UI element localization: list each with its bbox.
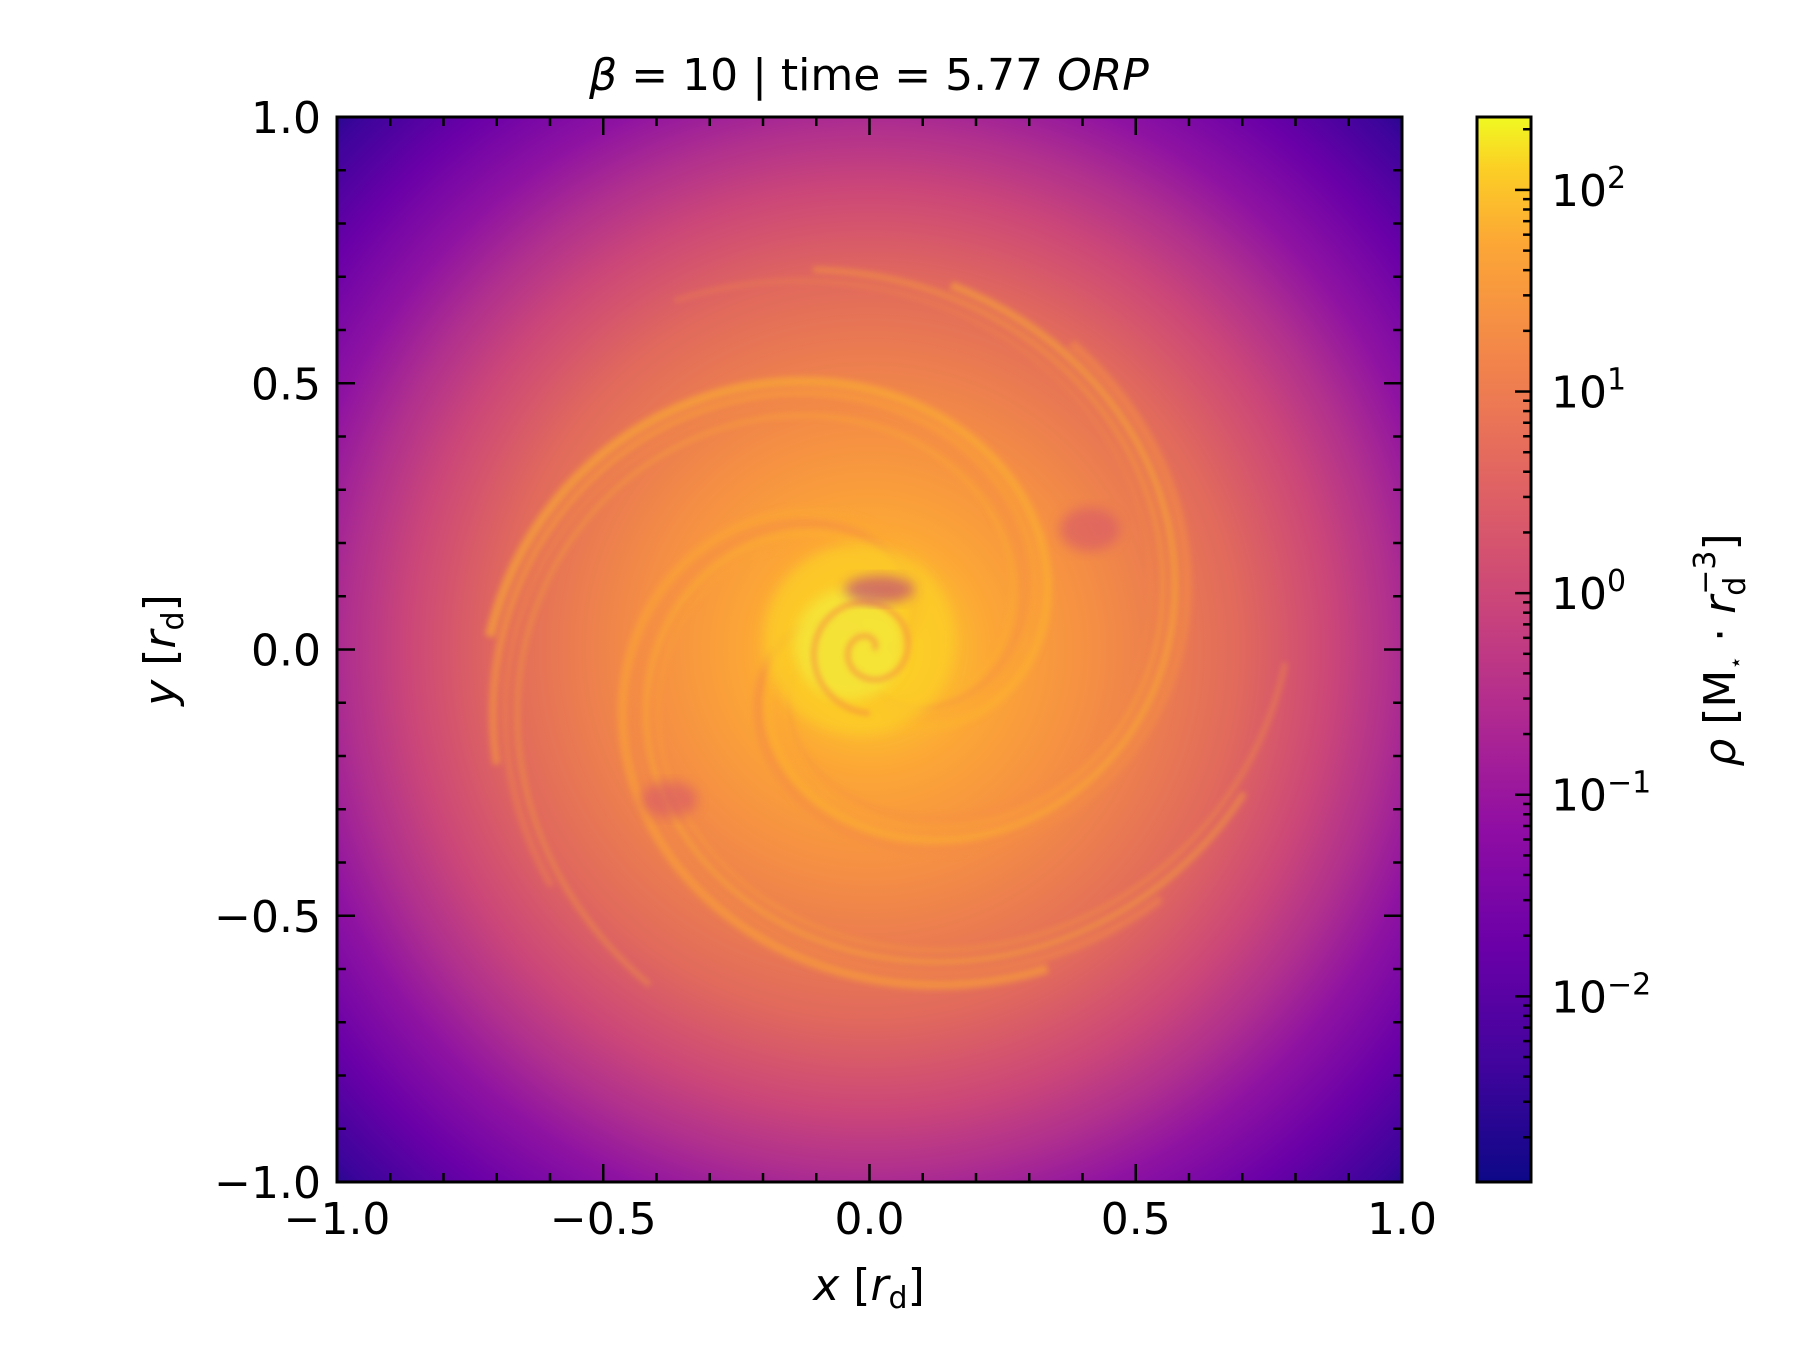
x-label-open: [	[839, 1260, 870, 1311]
x-tick-label: 0.5	[1101, 1194, 1171, 1245]
spiral-structure	[484, 266, 1288, 990]
x-tick-label: −1.0	[284, 1194, 391, 1245]
cb-tick-base: 10	[1551, 166, 1607, 217]
y-label-close: ]	[135, 594, 186, 611]
x-tick-label: 1.0	[1367, 1194, 1437, 1245]
cb-tick-exp: −2	[1607, 967, 1651, 1002]
cb-label-sym: r	[1695, 593, 1746, 614]
axis-ticks	[335, 115, 1404, 1184]
cb-tick-base: 10	[1551, 771, 1607, 822]
low-density-pocket	[844, 575, 915, 604]
y-label-sym: r	[135, 628, 186, 649]
cb-tick-label: 100	[1551, 564, 1626, 620]
x-label-sym: r	[870, 1260, 891, 1311]
x-label-var: x	[811, 1260, 840, 1311]
cb-tick-base: 10	[1551, 569, 1607, 620]
y-tick-label: 1.0	[251, 93, 321, 144]
cb-tick-exp: 2	[1607, 161, 1626, 196]
title-unit: ORP	[1057, 50, 1149, 101]
cb-tick-exp: 0	[1607, 564, 1626, 599]
y-tick-label: −0.5	[214, 892, 321, 943]
cb-tick-base: 10	[1551, 972, 1607, 1023]
x-axis-label: x [rd]	[811, 1260, 925, 1316]
spiral-arm	[514, 412, 1016, 988]
y-tick-label: −1.0	[214, 1158, 321, 1209]
y-label-var: y	[135, 679, 186, 708]
chart-title: β = 10 | time = 5.77 ORP	[588, 50, 1149, 101]
spiral-arm	[672, 278, 1154, 821]
cb-label-open: [M	[1695, 670, 1746, 739]
x-tick-label: 0.0	[835, 1194, 905, 1245]
cb-label-star: ⋆	[1724, 656, 1749, 670]
cb-tick-label: 10−1	[1551, 766, 1651, 822]
cb-tick-base: 10	[1551, 368, 1607, 419]
cb-label-close: ]	[1695, 533, 1746, 550]
y-label-sub: d	[156, 611, 191, 630]
cb-label-var: ρ	[1695, 739, 1746, 767]
cb-tick-exp: −1	[1607, 766, 1651, 801]
x-tick-labels: −1.0 −0.5 0.0 0.5 1.0	[284, 1194, 1437, 1245]
cb-tick-label: 10−2	[1551, 967, 1651, 1023]
y-axis-label: y [rd]	[135, 594, 191, 708]
spiral-arm	[775, 266, 1167, 833]
x-label-close: ]	[908, 1260, 925, 1311]
y-label-open: [	[135, 649, 186, 680]
colorbar-gradient	[1477, 117, 1531, 1182]
plot-area	[335, 115, 1404, 1184]
spiral-arm	[501, 400, 1028, 888]
y-tick-label: 0.0	[251, 626, 321, 677]
title-beta: β	[588, 50, 617, 101]
low-density-pocket	[1059, 507, 1120, 552]
cb-tick-label: 101	[1551, 363, 1626, 419]
spiral-arm	[655, 541, 1288, 954]
cb-tick-exp: 1	[1607, 363, 1626, 398]
low-density-pocket	[641, 781, 698, 818]
colorbar-label: ρ [M⋆ · rd−3]	[1688, 533, 1753, 766]
cb-label-dot: ·	[1695, 614, 1746, 656]
y-tick-labels: −1.0 −0.5 0.0 0.5 1.0	[214, 93, 321, 1209]
y-tick-label: 0.5	[251, 359, 321, 410]
colorbar-frame	[1475, 115, 1533, 1184]
x-tick-label: −0.5	[550, 1194, 657, 1245]
spiral-arm	[488, 388, 1041, 766]
cb-label-sup: −3	[1688, 550, 1723, 594]
cb-tick-label: 102	[1551, 161, 1626, 217]
core-swirl	[811, 599, 911, 716]
title-main: = 10 | time = 5.77	[617, 50, 1057, 101]
x-label-sub: d	[889, 1281, 908, 1316]
cb-label-sub: d	[1718, 577, 1753, 596]
